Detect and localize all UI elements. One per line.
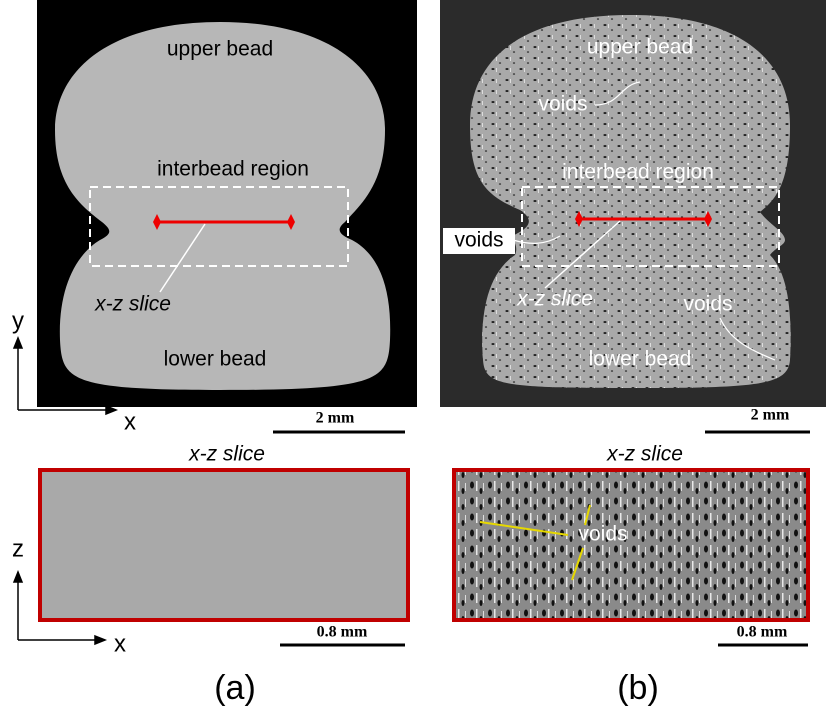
axis-label: y: [12, 307, 24, 334]
arrow: [95, 636, 105, 644]
label: voids: [683, 293, 732, 316]
slice-image: [40, 470, 408, 620]
scale-label: 0.8 mm: [317, 624, 368, 641]
label: upper bead: [587, 36, 693, 59]
label: voids: [538, 93, 587, 116]
axis-label: x: [114, 630, 126, 657]
scale-label: 0.8 mm: [737, 624, 788, 641]
label: interbead region: [562, 161, 714, 184]
arrow: [106, 406, 116, 414]
bead-section: [55, 22, 390, 390]
axis-label: z: [12, 535, 24, 562]
label: upper bead: [167, 38, 273, 61]
figure: upper bead interbead region x-z slice lo…: [0, 0, 826, 715]
label: x-z slice: [516, 288, 593, 311]
panel-b-top: upper bead voids interbead region voids …: [440, 0, 826, 432]
label: lower bead: [164, 348, 267, 371]
caption: (a): [214, 669, 256, 707]
caption: (b): [617, 669, 659, 707]
slice-image: [454, 470, 808, 620]
slice-title: x-z slice: [606, 443, 683, 466]
label: lower bead: [589, 348, 692, 371]
label: voids: [578, 523, 627, 546]
label: voids: [454, 229, 503, 252]
bead-section: [470, 15, 791, 388]
arrow: [14, 572, 22, 582]
slice-title: x-z slice: [188, 443, 265, 466]
panel-a-top: upper bead interbead region x-z slice lo…: [37, 0, 417, 432]
label: interbead region: [157, 158, 309, 181]
axis-label: x: [124, 408, 136, 435]
scale-label: 2 mm: [751, 407, 790, 424]
arrow: [14, 338, 22, 348]
scale-label: 2 mm: [316, 410, 355, 427]
label: x-z slice: [94, 293, 171, 316]
